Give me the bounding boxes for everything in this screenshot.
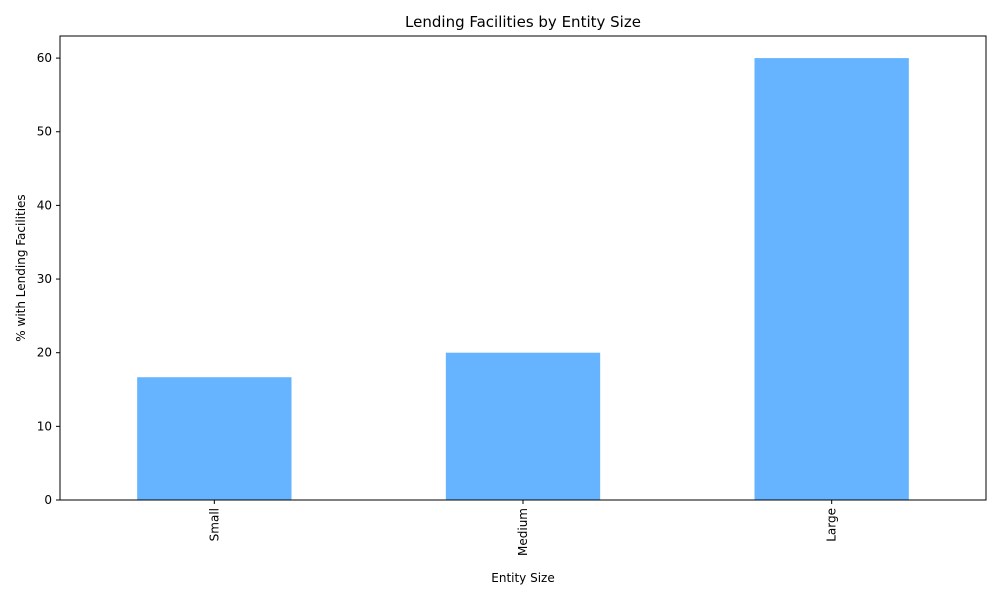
y-tick-label: 20 — [37, 346, 52, 360]
bar-medium — [445, 352, 601, 500]
plot-frame — [59, 35, 987, 501]
y-tick-label: 40 — [37, 198, 52, 212]
x-tick-label-large: Large — [825, 508, 839, 542]
y-tick-label: 30 — [37, 272, 52, 286]
x-tick-label-small: Small — [207, 508, 221, 541]
y-axis-label: % with Lending Facilities — [14, 194, 28, 341]
x-axis: Small Medium Large — [207, 500, 839, 556]
y-tick-label: 50 — [37, 125, 52, 139]
bar-large — [754, 58, 909, 500]
x-axis-label: Entity Size — [491, 571, 554, 585]
bar-small — [137, 377, 292, 500]
y-axis: 0 10 20 30 40 50 60 — [37, 51, 60, 507]
y-tick-label: 10 — [37, 419, 52, 433]
chart-title: Lending Facilities by Entity Size — [405, 13, 641, 31]
y-tick-label: 0 — [44, 493, 52, 507]
bars-layer — [137, 58, 909, 500]
x-tick-label-medium: Medium — [516, 508, 530, 556]
y-tick-label: 60 — [37, 51, 52, 65]
